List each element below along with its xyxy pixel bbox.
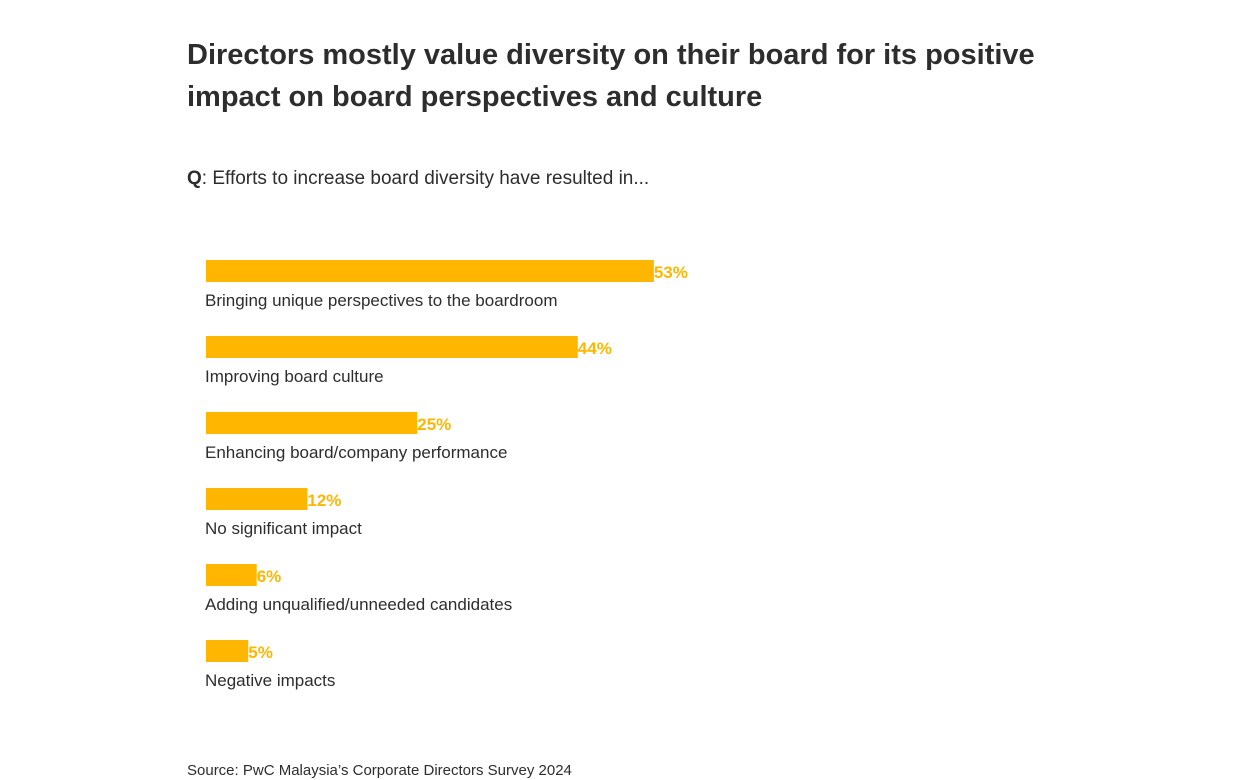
value-label: 5% [248,643,273,662]
survey-question: Q: Efforts to increase board diversity h… [187,168,649,190]
category-label: Enhancing board/company performance [205,443,507,462]
category-label: No significant impact [205,519,362,538]
bar [206,640,249,662]
category-label: Negative impacts [205,671,335,690]
chart-title: Directors mostly value diversity on thei… [187,39,1035,113]
question-text: : Efforts to increase board diversity ha… [201,168,650,189]
source-note: Source: PwC Malaysia’s Corporate Directo… [187,762,572,779]
value-label: 25% [417,415,451,434]
value-label: 53% [654,263,688,282]
category-label: Adding unqualified/unneeded candidates [205,595,512,614]
value-label: 44% [578,339,612,358]
category-label: Bringing unique perspectives to the boar… [205,291,558,310]
value-label: 6% [257,567,282,586]
bar [206,412,418,434]
bar [206,488,308,510]
bar [206,564,257,586]
category-label: Improving board culture [205,367,384,386]
bar [206,336,578,358]
bar [206,260,654,282]
value-label: 12% [307,491,341,510]
question-prefix: Q [187,168,202,189]
